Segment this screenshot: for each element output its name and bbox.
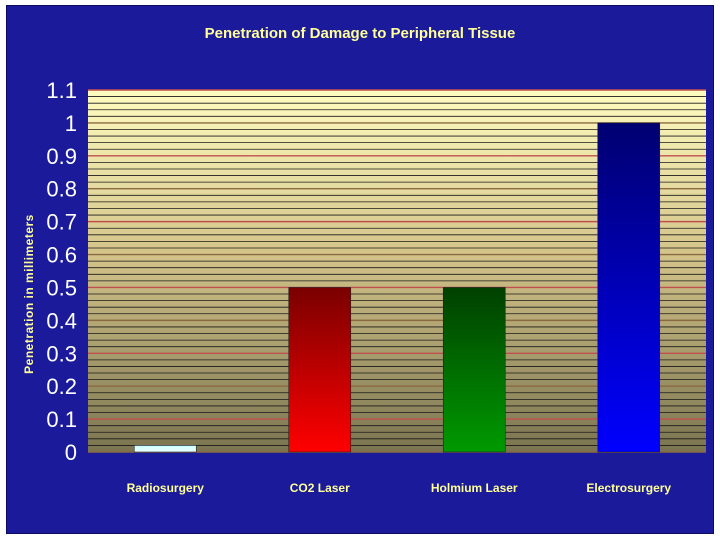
slide-background: Penetration of Damage to Peripheral Tiss…	[6, 5, 714, 534]
y-tick-label: 0.3	[46, 341, 77, 366]
y-tick-label: 1	[65, 111, 77, 136]
x-category-label: Electrosurgery	[586, 481, 671, 495]
y-axis-ticks: 0 0.1 0.2 0.3 0.4 0.5 0.6 0.7 0.8 0.9 1 1.1	[46, 78, 77, 465]
x-category-label: Radiosurgery	[127, 481, 205, 495]
y-tick-label: 1.1	[46, 78, 77, 103]
bar-holmium-laser	[442, 287, 506, 453]
y-tick-label: 0.4	[46, 308, 77, 333]
chart-title: Penetration of Damage to Peripheral Tiss…	[205, 25, 516, 42]
bar-electrosurgery	[597, 122, 661, 453]
bars	[133, 122, 661, 453]
y-axis-label: Penetration in millimeters	[22, 214, 36, 374]
y-tick-label: 0.1	[46, 407, 77, 432]
y-tick-label: 0	[65, 440, 77, 465]
y-tick-label: 0.7	[46, 210, 77, 235]
y-tick-label: 0.2	[46, 374, 77, 399]
y-tick-label: 0.6	[46, 243, 77, 268]
bar-radiosurgery	[133, 445, 197, 453]
y-tick-label: 0.5	[46, 275, 77, 300]
bar-co2-laser	[288, 287, 352, 453]
x-axis-categories: Radiosurgery CO2 Laser Holmium Laser Electr…	[127, 481, 672, 495]
bar-chart: Penetration of Damage to Peripheral Tiss…	[22, 25, 706, 495]
y-tick-label: 0.9	[46, 144, 77, 169]
x-category-label: Holmium Laser	[431, 481, 518, 495]
x-category-label: CO2 Laser	[290, 481, 350, 495]
y-tick-label: 0.8	[46, 177, 77, 202]
